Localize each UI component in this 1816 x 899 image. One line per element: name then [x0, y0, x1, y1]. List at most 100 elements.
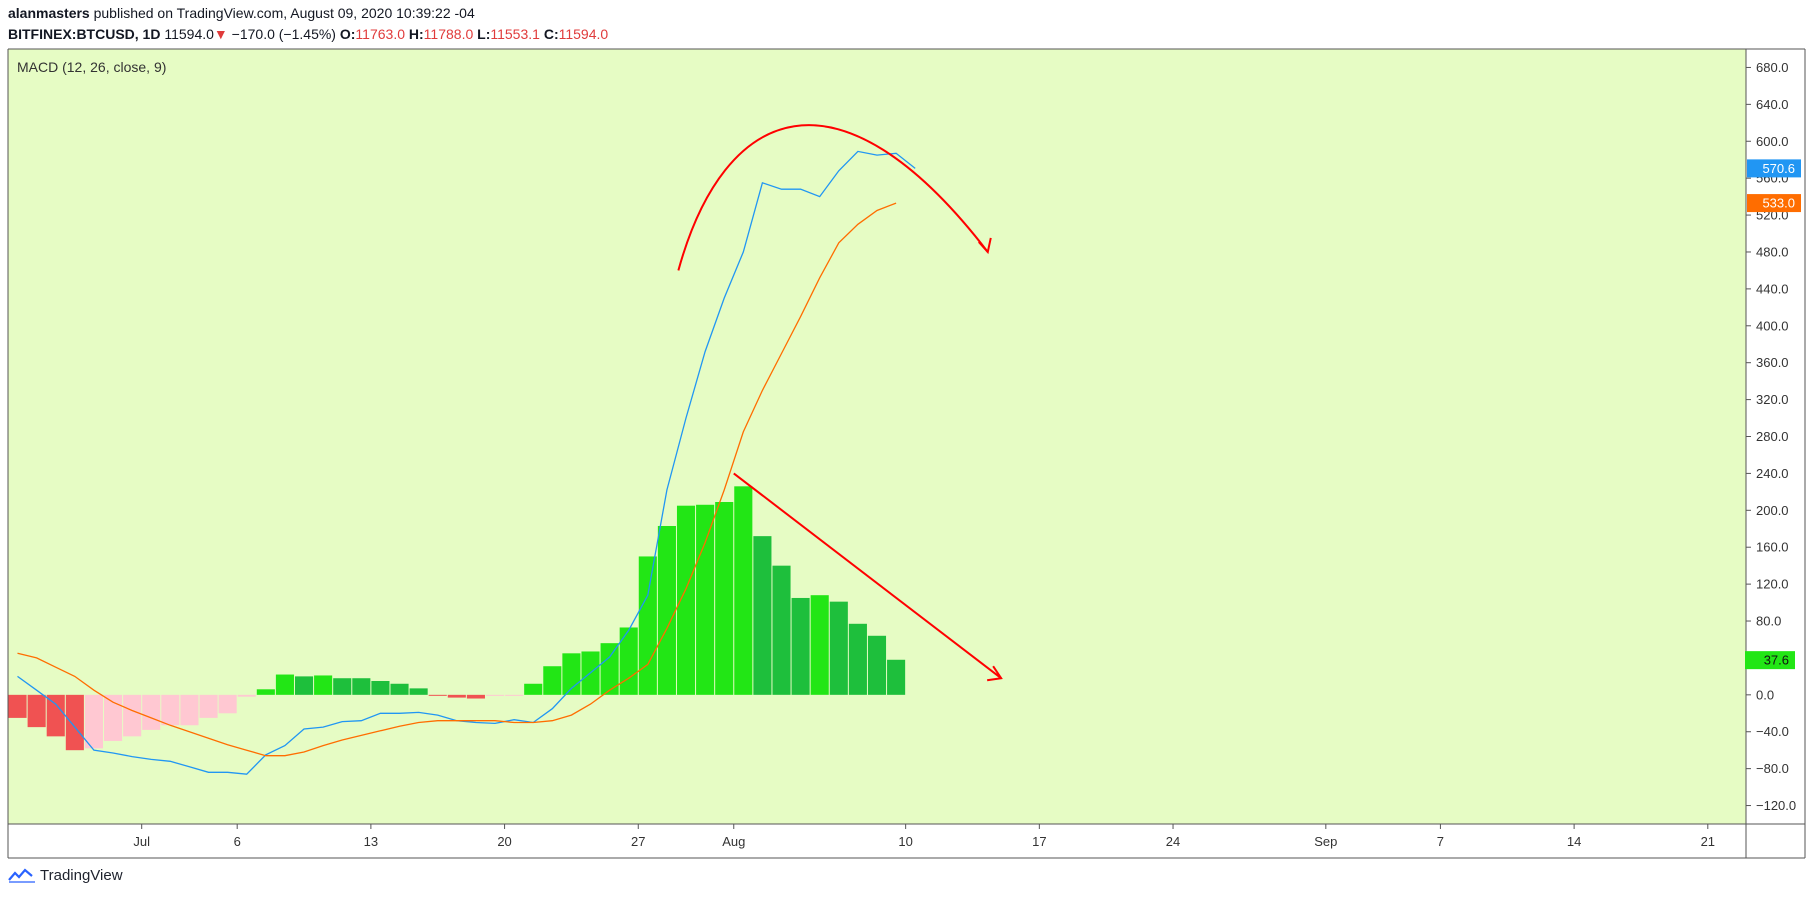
time-tick-label: 27 — [631, 834, 645, 849]
time-tick-label: 17 — [1032, 834, 1046, 849]
histogram-bar[interactable] — [696, 504, 715, 695]
price-tick-label: 120.0 — [1756, 577, 1789, 592]
footer-brand[interactable]: TradingView — [8, 866, 123, 884]
arc-arrowhead-icon — [978, 237, 992, 255]
chart-header: alanmasters published on TradingView.com… — [8, 4, 608, 43]
histogram-bar[interactable] — [103, 694, 123, 741]
histogram-bar[interactable] — [428, 694, 447, 696]
price-tick-label: 400.0 — [1756, 318, 1789, 333]
time-tick-label: 21 — [1701, 834, 1715, 849]
time-axis: Jul 6 13 20 27 Aug 10 17 24 Sep 7 14 21 — [133, 824, 1715, 849]
histogram-bar[interactable] — [218, 694, 237, 714]
low-label: L: — [477, 26, 491, 42]
price-tick-label: 160.0 — [1756, 540, 1789, 555]
histogram-bar[interactable] — [676, 505, 696, 695]
histogram-bar[interactable] — [619, 627, 638, 695]
trend-arrow-annotation[interactable] — [733, 472, 1002, 680]
histogram-bar[interactable] — [161, 694, 180, 726]
price-tick-label: 480.0 — [1756, 244, 1789, 259]
histogram-bar[interactable] — [810, 595, 829, 695]
price-tick-label: 640.0 — [1756, 97, 1789, 112]
annotation-group — [677, 124, 1003, 682]
close-label: C: — [543, 26, 559, 42]
price-tick-label: 240.0 — [1756, 466, 1789, 481]
histogram-bar[interactable] — [485, 694, 505, 696]
time-tick-label: 14 — [1567, 834, 1581, 849]
time-tick-label: 6 — [234, 834, 241, 849]
histogram-bar[interactable] — [84, 694, 103, 749]
price-tick-label: −80.0 — [1756, 761, 1789, 776]
signal-line[interactable] — [17, 202, 897, 757]
histogram-bar[interactable] — [466, 694, 485, 699]
publish-line: alanmasters published on TradingView.com… — [8, 4, 608, 22]
price-tick-label: 600.0 — [1756, 134, 1789, 149]
histogram-bar[interactable] — [638, 556, 657, 695]
histogram-bar[interactable] — [505, 694, 524, 696]
price-tick-label: 320.0 — [1756, 392, 1789, 407]
lines-group — [17, 150, 916, 775]
symbol-label[interactable]: BITFINEX:BTCUSD, 1D — [8, 26, 161, 42]
price-tick-label: −40.0 — [1756, 724, 1789, 739]
macd-line[interactable] — [17, 150, 916, 775]
signal-value-tag-bg — [1747, 194, 1801, 213]
histogram-bar[interactable] — [314, 675, 333, 695]
price-tick-label: 0.0 — [1756, 687, 1774, 702]
macd-value-tag: 570.6 — [1762, 161, 1795, 176]
histogram-bar[interactable] — [791, 597, 810, 695]
ohlc-line: BITFINEX:BTCUSD, 1D 11594.0▼ −170.0 (−1.… — [8, 25, 608, 43]
histogram-bar[interactable] — [600, 643, 619, 695]
histogram-bar[interactable] — [142, 694, 161, 730]
price-tick-label: 200.0 — [1756, 503, 1789, 518]
signal-value-tag: 533.0 — [1762, 196, 1795, 211]
chart-pane[interactable] — [8, 49, 1746, 824]
value-tags: 570.6 533.0 37.6 — [1745, 159, 1801, 670]
histogram-bar[interactable] — [753, 536, 772, 695]
histogram-bar[interactable] — [46, 694, 65, 737]
histogram-bar[interactable] — [294, 676, 314, 695]
price-tick-label: 280.0 — [1756, 429, 1789, 444]
arc-arrow-annotation[interactable] — [677, 124, 989, 271]
histogram-bar[interactable] — [352, 678, 371, 695]
time-tick-label: Jul — [133, 834, 150, 849]
price-tick-label: 680.0 — [1756, 60, 1789, 75]
histogram-bar[interactable] — [715, 502, 734, 695]
author-name[interactable]: alanmasters — [8, 5, 90, 21]
histogram-bar[interactable] — [256, 689, 275, 695]
histogram-bar[interactable] — [390, 683, 409, 695]
histogram-bar[interactable] — [829, 601, 848, 695]
histogram-bar[interactable] — [8, 694, 27, 718]
histogram-bar[interactable] — [27, 694, 46, 728]
time-tick-label: 10 — [898, 834, 912, 849]
histogram-bar[interactable] — [199, 694, 218, 718]
indicator-label[interactable]: MACD (12, 26, close, 9) — [17, 59, 166, 75]
price-tick-label: −120.0 — [1756, 798, 1796, 813]
publish-info: published on TradingView.com, August 09,… — [93, 5, 475, 21]
histogram-bar[interactable] — [887, 659, 906, 695]
histogram-value-tag: 37.6 — [1764, 653, 1789, 668]
histogram-bar[interactable] — [848, 623, 867, 695]
histogram-bar[interactable] — [524, 683, 543, 695]
time-tick-label: 24 — [1166, 834, 1180, 849]
histogram-bar[interactable] — [447, 694, 466, 698]
close-value: 11594.0 — [558, 26, 609, 42]
histogram-bar[interactable] — [657, 525, 676, 695]
histogram-bar[interactable] — [333, 678, 352, 695]
histogram-bar[interactable] — [543, 666, 562, 695]
low-value: 11553.1 — [490, 26, 540, 42]
time-tick-label: 7 — [1437, 834, 1444, 849]
histogram-bar[interactable] — [734, 486, 753, 695]
last-price: 11594.0 — [164, 26, 214, 42]
histogram-bar[interactable] — [123, 694, 142, 737]
open-label: O: — [339, 26, 356, 42]
histogram-bar[interactable] — [772, 565, 791, 695]
histogram-bar[interactable] — [409, 688, 428, 695]
open-value: 11763.0 — [355, 26, 405, 42]
histogram-bar[interactable] — [180, 694, 199, 726]
histogram-bar[interactable] — [275, 674, 294, 695]
histogram-bar[interactable] — [867, 635, 887, 695]
histogram-bar[interactable] — [237, 694, 256, 697]
histogram-bar[interactable] — [65, 694, 84, 751]
histogram-bar[interactable] — [371, 680, 390, 695]
tradingview-logo-icon — [8, 868, 35, 883]
